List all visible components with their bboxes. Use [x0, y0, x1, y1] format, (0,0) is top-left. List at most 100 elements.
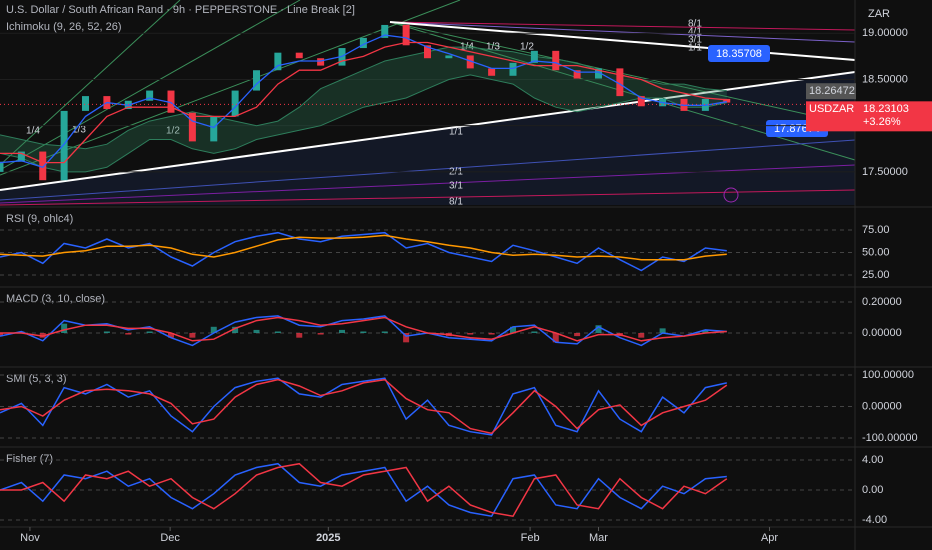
histogram-bar	[0, 333, 3, 337]
indicator-line	[0, 377, 727, 436]
histogram-bar	[189, 333, 196, 338]
brick	[466, 55, 474, 69]
event-icon[interactable]	[723, 187, 739, 203]
brick	[530, 50, 538, 63]
fan-label: 1/1	[688, 43, 702, 54]
brick	[359, 37, 367, 49]
y-tick-label: 25.00	[862, 269, 890, 281]
histogram-bar	[403, 333, 410, 343]
x-tick-label: Dec	[160, 532, 180, 544]
brick	[424, 45, 431, 59]
brick	[637, 96, 645, 107]
indicator-line	[0, 234, 727, 261]
y-tick-label: 75.00	[862, 224, 890, 236]
indicator-title: RSI (9, ohlc4)	[6, 213, 73, 225]
indicator-title: SMI (5, 3, 3)	[6, 373, 67, 385]
histogram-bar	[232, 326, 239, 334]
histogram-bar	[296, 333, 303, 338]
brick	[381, 24, 389, 38]
brick	[167, 90, 175, 113]
change: +3.26%	[863, 116, 901, 128]
brick	[317, 58, 325, 66]
brick	[488, 68, 496, 76]
fan-label: 1/1	[449, 127, 463, 138]
x-tick-label: Feb	[521, 532, 540, 544]
histogram-bar	[61, 323, 68, 334]
histogram-bar	[638, 333, 645, 338]
fan-label: 3/1	[449, 181, 463, 192]
y-tick-label: 0.00000	[862, 400, 902, 412]
fan-label: 1/2	[520, 42, 534, 53]
symbol: USDZAR	[809, 103, 854, 115]
histogram-bar	[103, 331, 110, 334]
indicator-line	[0, 462, 728, 518]
cloud-edge	[0, 74, 727, 173]
x-tick-label: 2025	[316, 532, 340, 544]
fan-label: 3/1	[688, 35, 702, 46]
histogram-bar	[702, 329, 709, 334]
histogram-bar	[488, 333, 495, 335]
brick	[146, 90, 154, 101]
y-tick-label: 19.00000	[862, 27, 908, 39]
histogram-bar	[168, 333, 174, 338]
ichimoku-line	[0, 41, 727, 164]
y-tick-label: -4.00	[862, 514, 887, 526]
fan-label: 8/1	[449, 197, 463, 208]
indicator-title: Ichimoku (9, 26, 52, 26)	[6, 21, 122, 33]
cloud	[0, 47, 727, 172]
brick	[616, 68, 624, 97]
histogram-bar	[510, 326, 516, 334]
brick	[82, 96, 89, 111]
y-tick-label: 100.00000	[862, 369, 914, 381]
fan-label: 4/1	[688, 27, 702, 38]
callout: 18.35708	[716, 48, 762, 60]
y-tick-label: 50.00	[862, 246, 890, 258]
y-tick-label: 4.00	[862, 454, 883, 466]
y-tick-label: 17.50000	[862, 166, 908, 178]
brick	[552, 50, 560, 71]
chart-title: U.S. Dollar / South African Rand · 9h · …	[6, 4, 355, 16]
brick	[295, 52, 303, 59]
brick	[573, 70, 581, 79]
histogram-bar	[531, 331, 538, 334]
brick	[60, 110, 68, 181]
x-tick-label: Apr	[761, 532, 778, 544]
x-tick-label: Mar	[589, 532, 608, 544]
fan-label: 1/3	[72, 125, 86, 136]
trend-line	[0, 71, 856, 191]
fan-line	[0, 164, 856, 204]
brick	[210, 116, 218, 142]
fan-line	[0, 0, 301, 171]
y-tick-label: -100.00000	[862, 432, 918, 444]
brick	[0, 161, 4, 172]
histogram-bar	[210, 326, 217, 334]
fan-label: 1/3	[486, 42, 500, 53]
ichimoku-line	[0, 34, 727, 169]
histogram-bar	[552, 333, 559, 343]
histogram-bar	[339, 329, 345, 334]
brick	[445, 55, 453, 59]
callout-box	[708, 45, 770, 62]
histogram-bar	[317, 333, 324, 335]
indicator-line	[0, 316, 727, 342]
x-tick-label: Nov	[20, 532, 40, 544]
y-tick-label: 0.00	[862, 484, 883, 496]
trend-line	[389, 21, 856, 61]
last-price-box	[806, 101, 932, 132]
fan-line	[389, 21, 856, 43]
histogram-bar	[659, 328, 666, 334]
fan-line	[0, 139, 856, 201]
histogram-bar	[381, 331, 388, 334]
prev-price-label: 18.26472	[809, 85, 855, 97]
histogram-bar	[253, 329, 260, 334]
histogram-bar	[360, 331, 367, 334]
y-tick-label: 0.20000	[862, 296, 902, 308]
brick	[595, 68, 602, 79]
fan-label: 1/4	[26, 126, 40, 137]
indicator-line	[0, 462, 727, 518]
y-tick-label: 18.50000	[862, 73, 908, 85]
y-tick-label: 0.00000	[862, 327, 902, 339]
fan-line	[389, 21, 856, 31]
histogram-bar	[467, 333, 474, 335]
